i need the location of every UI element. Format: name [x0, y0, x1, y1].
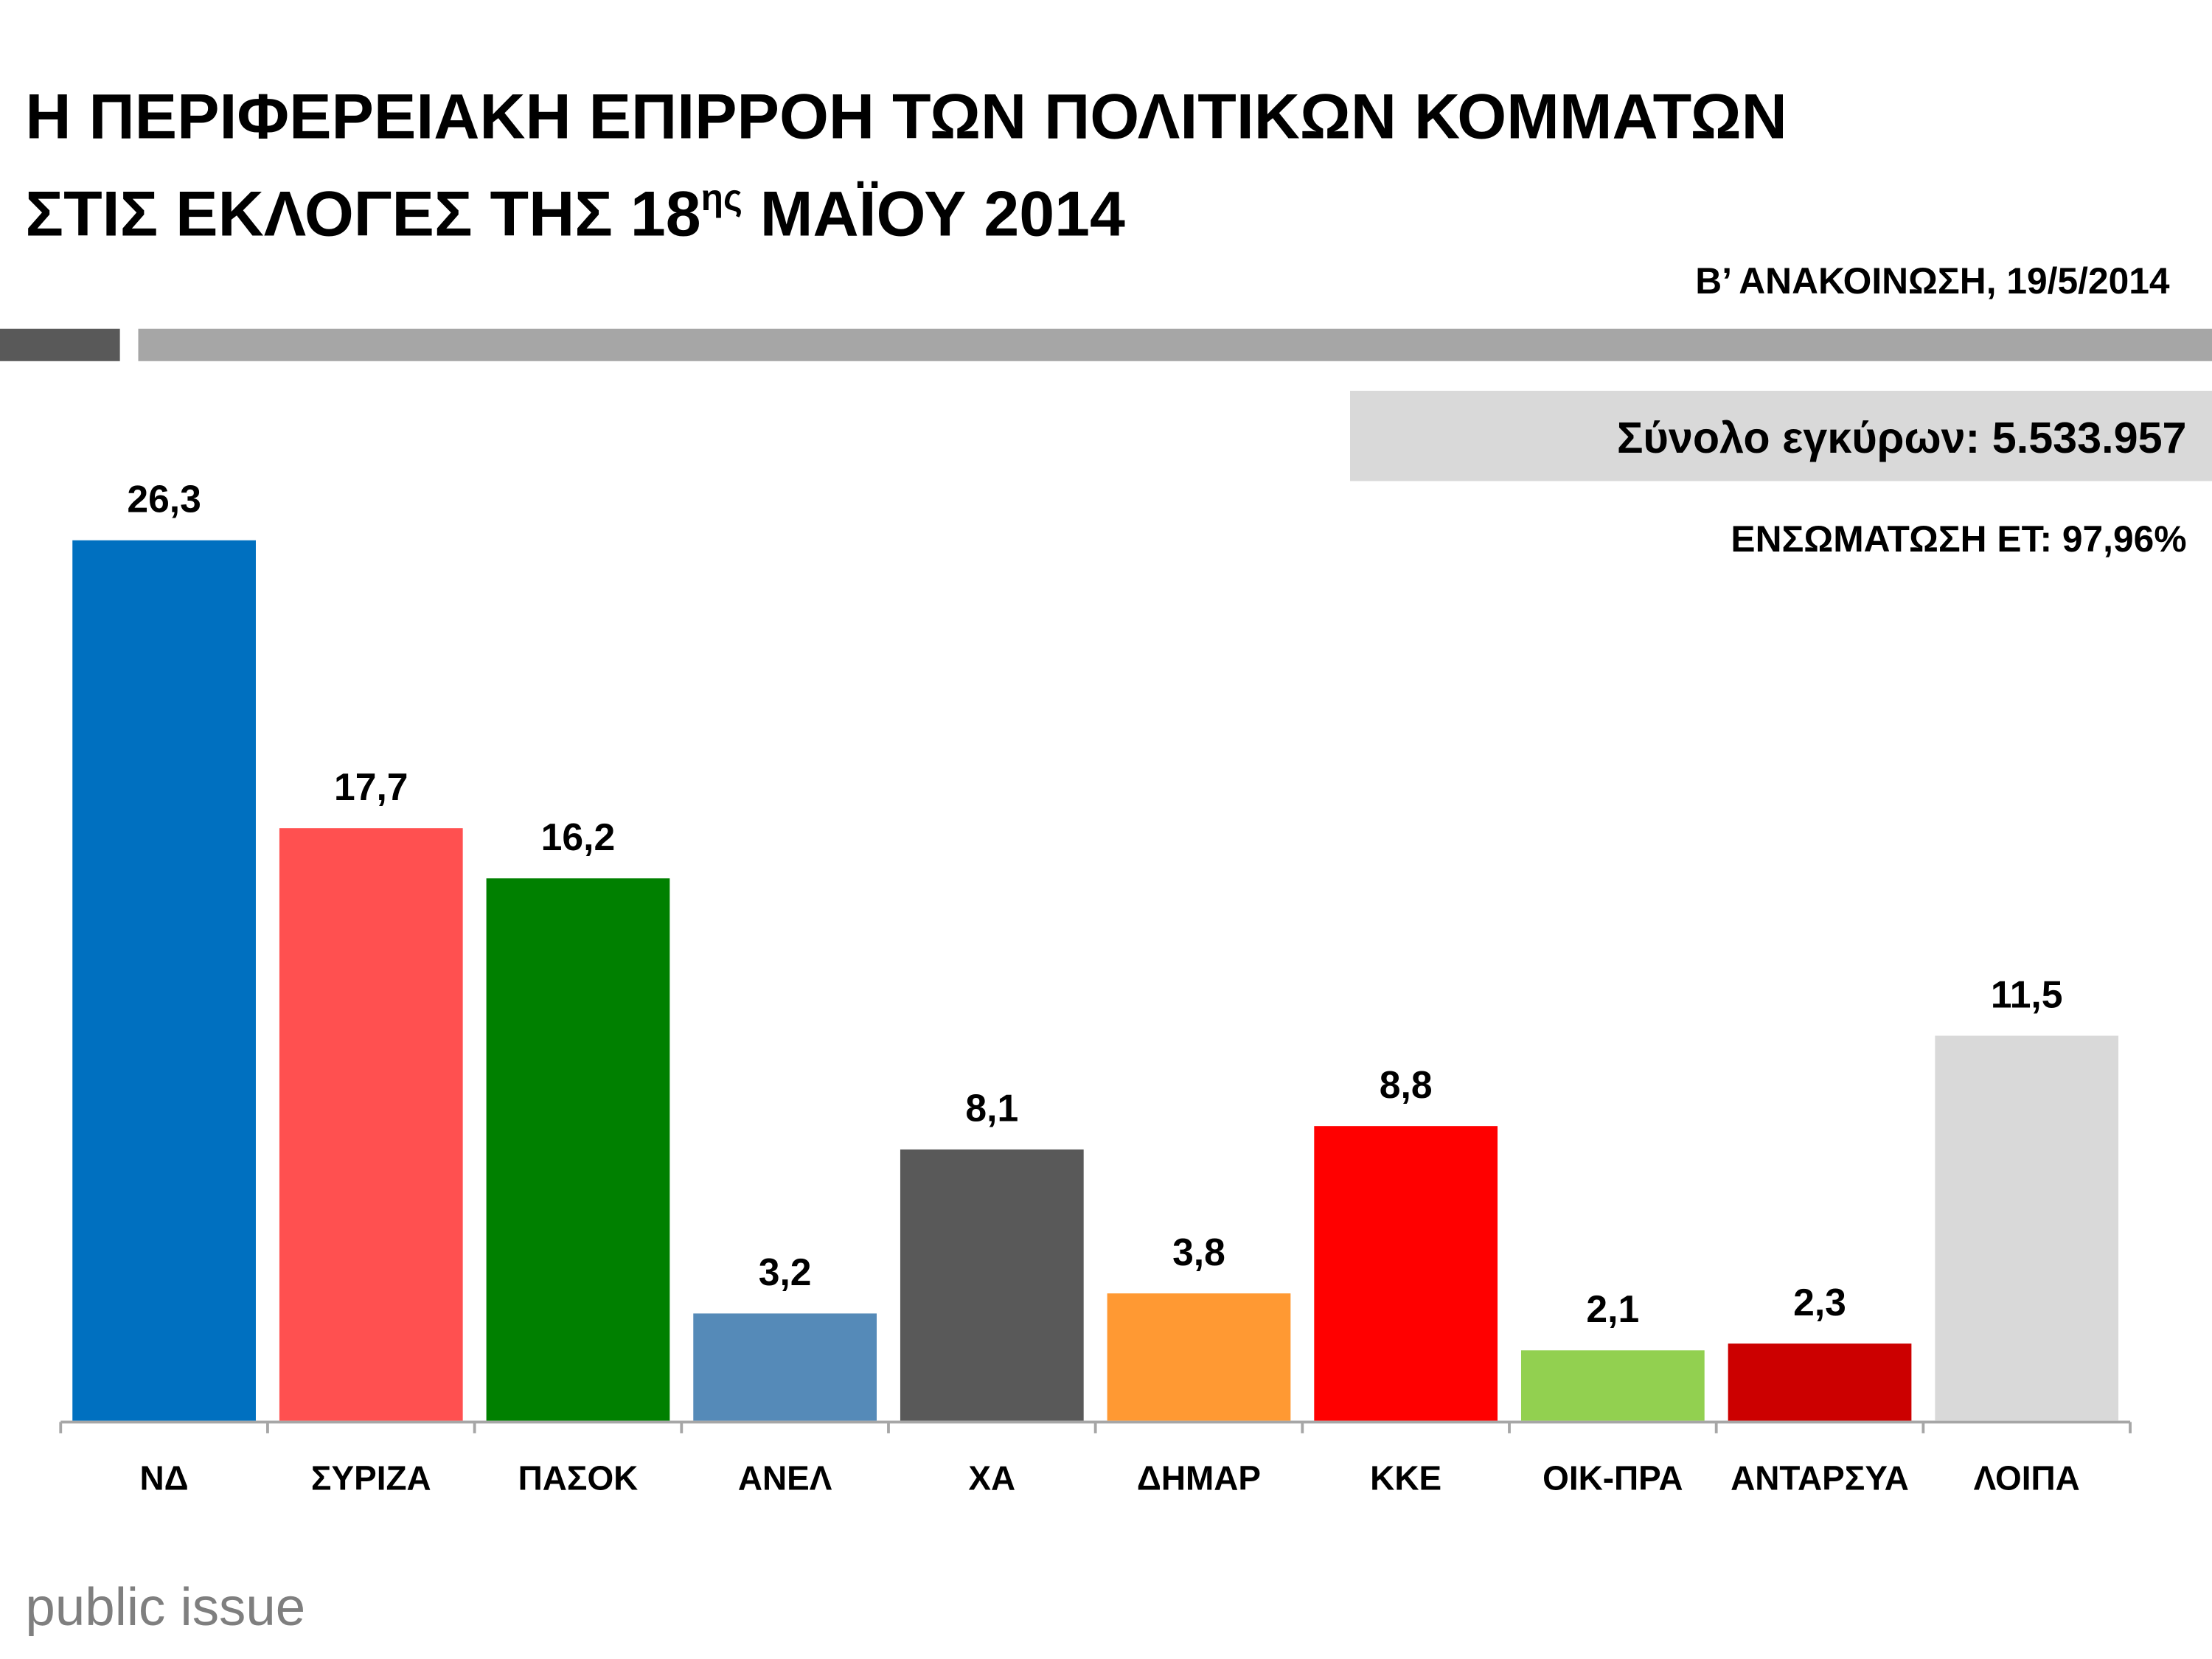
value-label: 11,5	[1991, 973, 2063, 1015]
bar	[72, 540, 256, 1421]
x-tick-label: ΑΝΕΛ	[738, 1458, 832, 1497]
source-logo: public issue	[25, 1577, 305, 1637]
subtitle: Β’ ΑΝΑΚΟΙΝΩΣΗ, 19/5/2014	[1695, 260, 2170, 302]
chart-title: ης	[701, 177, 742, 218]
bar	[693, 1313, 877, 1421]
annotation-box	[1349, 390, 2212, 481]
bar	[279, 828, 463, 1421]
value-label: 3,8	[1172, 1231, 1225, 1273]
chart-title: ΣΤΙΣ ΕΚΛΟΓΕΣ ΤΗΣ 18ης ΜΑΪΟΥ 2014	[25, 177, 1125, 249]
chart-title: ΣΤΙΣ ΕΚΛΟΓΕΣ ΤΗΣ 18	[25, 179, 700, 250]
x-tick-label: ΧΑ	[968, 1458, 1015, 1497]
value-label: 26,3	[127, 478, 201, 521]
bar	[1520, 1350, 1705, 1421]
value-label: 17,7	[334, 765, 408, 808]
x-tick-label: ΠΑΣΟΚ	[518, 1458, 639, 1497]
header-bar-light	[138, 328, 2212, 361]
x-tick-label: ΚΚΕ	[1370, 1458, 1441, 1497]
x-tick-label: ΣΥΡΙΖΑ	[311, 1458, 431, 1497]
value-label: 3,2	[759, 1251, 812, 1293]
bar	[486, 878, 670, 1421]
value-label: 2,3	[1793, 1281, 1846, 1324]
value-label: 8,1	[965, 1087, 1018, 1130]
bar	[1728, 1343, 1912, 1421]
value-label: 8,8	[1380, 1063, 1433, 1106]
x-tick-label: ΛΟΙΠΑ	[1974, 1458, 2080, 1497]
chart-title: Η ΠΕΡΙΦΕΡΕΙΑΚΗ ΕΠΙΡΡΟΗ ΤΩΝ ΠΟΛΙΤΙΚΩΝ ΚΟΜ…	[25, 81, 1787, 152]
bar	[900, 1149, 1084, 1421]
x-tick-label: ΔΗΜΑΡ	[1137, 1458, 1261, 1497]
x-tick-label: ΝΔ	[140, 1458, 189, 1497]
header-bar-dark	[0, 328, 120, 361]
value-label: 16,2	[541, 815, 616, 858]
value-label: 2,1	[1586, 1287, 1639, 1330]
chart-title: ΜΑΪΟΥ 2014	[742, 179, 1125, 250]
annotation: ΕΝΣΩΜΑΤΩΣΗ ΕΤ: 97,96%	[1731, 518, 2186, 560]
bar	[1314, 1126, 1498, 1421]
bar	[1107, 1293, 1291, 1421]
x-tick-label: ΟΙΚ-ΠΡΑ	[1543, 1458, 1683, 1497]
x-tick-label: ΑΝΤΑΡΣΥΑ	[1731, 1458, 1909, 1497]
bar	[1935, 1035, 2119, 1421]
annotation: Σύνολο εγκύρων: 5.533.957	[1617, 413, 2187, 462]
